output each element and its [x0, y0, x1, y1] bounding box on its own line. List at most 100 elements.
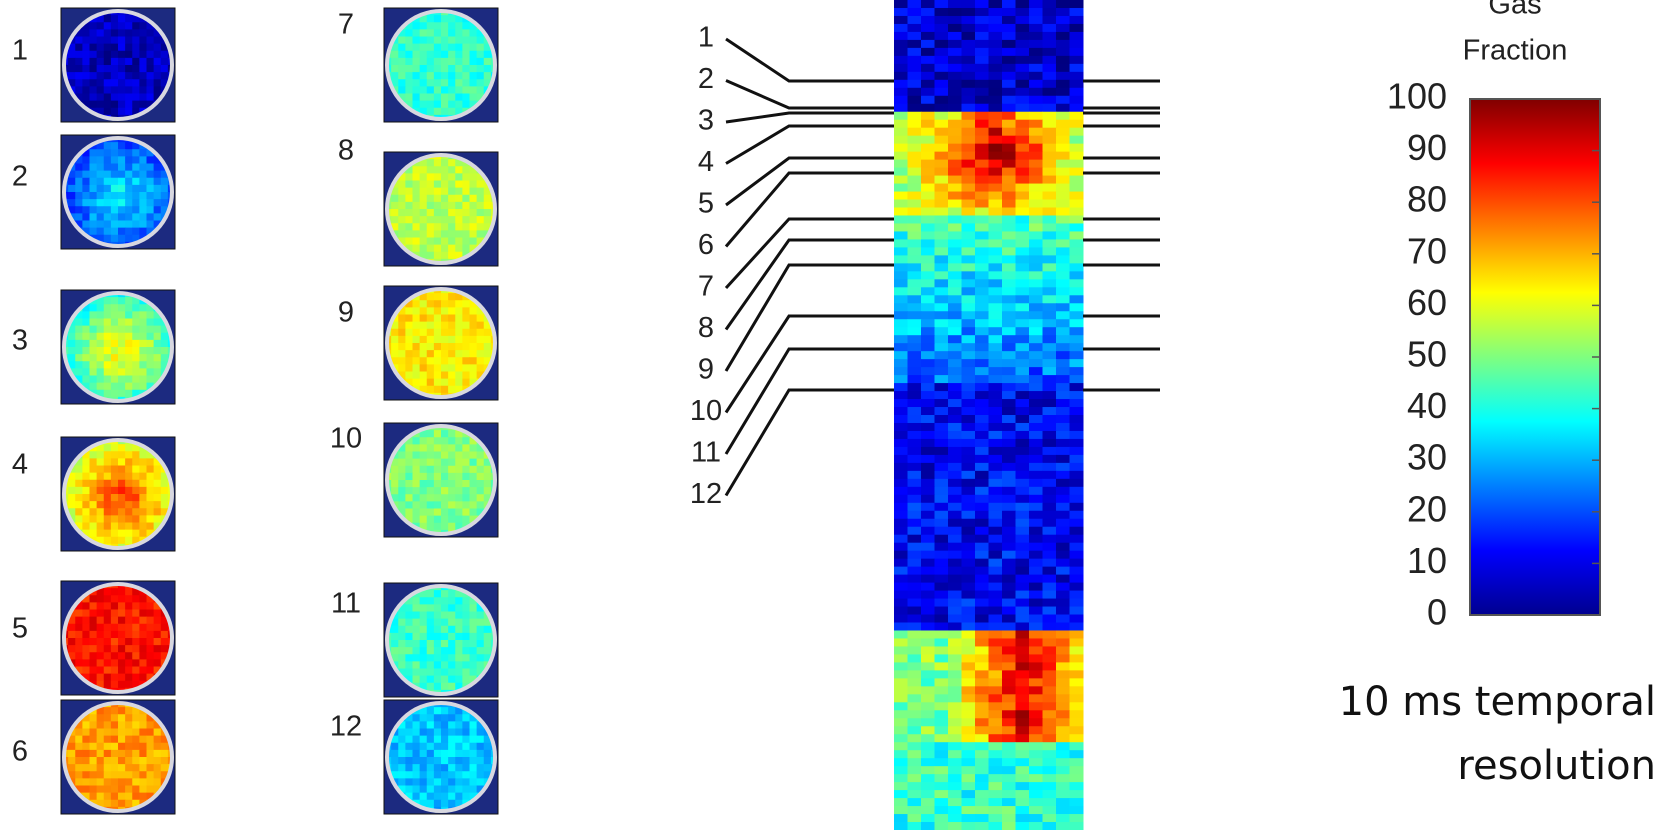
pixel — [125, 192, 133, 200]
pixel — [1029, 431, 1043, 439]
pixel — [921, 80, 935, 88]
pixel — [989, 56, 1003, 64]
pixel — [975, 662, 989, 670]
pixel — [462, 793, 470, 801]
pixel — [1056, 822, 1070, 830]
pixel — [989, 215, 1003, 223]
pixel — [82, 326, 90, 334]
pixel — [1043, 702, 1057, 710]
pixel — [962, 136, 976, 144]
pixel — [427, 252, 435, 260]
pixel — [908, 694, 922, 702]
pixel — [90, 451, 98, 459]
pixel — [420, 51, 428, 59]
pixel — [935, 758, 949, 766]
pixel — [962, 152, 976, 160]
pixel — [894, 519, 908, 527]
pixel — [989, 750, 1003, 758]
pixel — [75, 326, 83, 334]
pixel — [975, 88, 989, 96]
pixel — [97, 602, 105, 610]
pixel — [111, 681, 119, 689]
pixel — [405, 223, 413, 231]
pixel — [420, 640, 428, 648]
pixel — [448, 676, 456, 684]
pixel — [413, 245, 421, 253]
pixel — [1029, 287, 1043, 295]
pixel — [477, 65, 485, 73]
pixel — [962, 287, 976, 295]
pixel — [1070, 678, 1084, 686]
pixel — [935, 678, 949, 686]
pixel — [125, 800, 133, 808]
pixel — [125, 354, 133, 362]
pixel — [1043, 64, 1057, 72]
pixel — [104, 501, 112, 509]
pixel — [448, 300, 456, 308]
pixel — [455, 473, 463, 481]
pixel — [921, 255, 935, 263]
pixel — [935, 718, 949, 726]
pixel — [111, 444, 119, 452]
pixel — [908, 567, 922, 575]
pixel — [894, 670, 908, 678]
pixel — [97, 94, 105, 102]
strip-label: 7 — [698, 271, 714, 303]
pixel — [484, 466, 492, 474]
pixel — [441, 800, 449, 808]
pixel — [1043, 295, 1057, 303]
pixel — [90, 37, 98, 45]
pixel — [921, 623, 935, 631]
pixel — [97, 451, 105, 459]
pixel — [104, 645, 112, 653]
pixel — [962, 822, 976, 830]
pixel — [154, 86, 162, 94]
pixel — [1002, 375, 1016, 383]
pixel — [894, 511, 908, 519]
pixel — [75, 361, 83, 369]
pixel — [1029, 423, 1043, 431]
pixel — [1016, 423, 1030, 431]
pixel — [1070, 184, 1084, 192]
pixel — [1043, 607, 1057, 615]
pixel — [455, 612, 463, 620]
pixel — [448, 800, 456, 808]
pixel — [132, 508, 140, 516]
pixel — [921, 223, 935, 231]
pixel — [118, 29, 126, 37]
pixel — [894, 24, 908, 32]
pixel — [82, 199, 90, 207]
pixel — [470, 51, 478, 59]
strip-label: 6 — [698, 229, 714, 261]
pixel — [1070, 40, 1084, 48]
pixel — [1043, 678, 1057, 686]
pixel — [1070, 263, 1084, 271]
pixel — [427, 37, 435, 45]
pixel — [962, 766, 976, 774]
pixel — [147, 729, 155, 737]
pixel — [434, 357, 442, 365]
pixel — [948, 750, 962, 758]
pixel — [118, 659, 126, 667]
pixel — [975, 615, 989, 623]
pixel — [1002, 295, 1016, 303]
pixel — [484, 51, 492, 59]
pixel — [104, 487, 112, 495]
pixel — [1016, 16, 1030, 24]
pixel — [427, 466, 435, 474]
pixel — [1043, 319, 1057, 327]
pixel — [1043, 638, 1057, 646]
strip-label: 12 — [690, 478, 722, 510]
pixel — [434, 721, 442, 729]
pixel — [1002, 271, 1016, 279]
pixel — [441, 604, 449, 612]
pixel — [147, 659, 155, 667]
pixel — [1056, 200, 1070, 208]
pixel — [1002, 399, 1016, 407]
pixel — [1070, 247, 1084, 255]
pixel — [894, 168, 908, 176]
pixel — [1016, 399, 1030, 407]
pixel — [1070, 471, 1084, 479]
pixel — [948, 702, 962, 710]
pixel — [989, 686, 1003, 694]
